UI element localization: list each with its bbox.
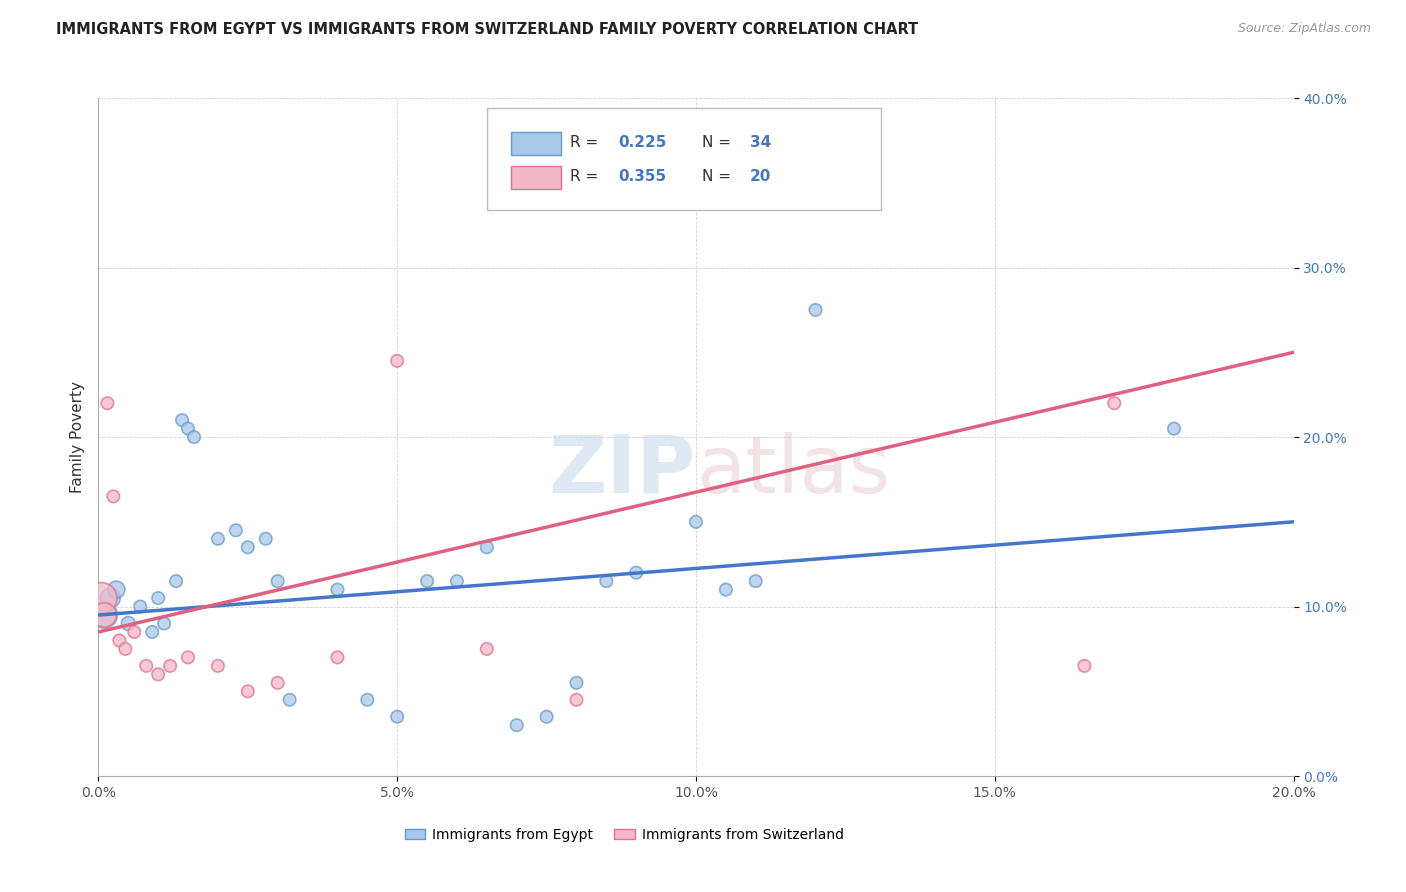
Point — [385, 353, 409, 368]
Point — [207, 532, 229, 546]
Text: N =: N = — [702, 169, 735, 184]
Point — [385, 710, 409, 724]
Point — [236, 684, 259, 698]
Text: 0.225: 0.225 — [619, 135, 666, 150]
Point — [1073, 658, 1095, 673]
Point — [536, 710, 558, 724]
Point — [135, 658, 157, 673]
Point — [565, 676, 588, 690]
Point — [714, 582, 737, 597]
Point — [254, 532, 277, 546]
Point — [565, 692, 588, 706]
Text: R =: R = — [571, 135, 603, 150]
Point — [446, 574, 468, 589]
Point — [595, 574, 617, 589]
Point — [114, 642, 136, 657]
Point — [117, 616, 139, 631]
Point — [108, 633, 131, 648]
Point — [141, 624, 163, 639]
Point — [90, 591, 112, 606]
Point — [1104, 396, 1126, 410]
Point — [1163, 422, 1185, 436]
Point — [124, 624, 146, 639]
Text: atlas: atlas — [696, 432, 890, 510]
Point — [105, 582, 128, 597]
Text: ZIP: ZIP — [548, 432, 696, 510]
Point — [177, 422, 200, 436]
Y-axis label: Family Poverty: Family Poverty — [69, 381, 84, 493]
Point — [236, 540, 259, 554]
Text: 20: 20 — [749, 169, 770, 184]
Point — [129, 599, 152, 614]
Point — [93, 608, 115, 623]
Text: 0.355: 0.355 — [619, 169, 666, 184]
Point — [267, 574, 290, 589]
FancyBboxPatch shape — [510, 166, 561, 189]
Point — [225, 523, 247, 537]
FancyBboxPatch shape — [510, 132, 561, 155]
Point — [685, 515, 707, 529]
Point — [804, 303, 827, 318]
Point — [475, 540, 498, 554]
Point — [626, 566, 648, 580]
Point — [475, 642, 498, 657]
Text: N =: N = — [702, 135, 735, 150]
Point — [267, 676, 290, 690]
FancyBboxPatch shape — [486, 108, 882, 210]
Point — [103, 489, 125, 503]
Point — [93, 608, 115, 623]
Text: IMMIGRANTS FROM EGYPT VS IMMIGRANTS FROM SWITZERLAND FAMILY POVERTY CORRELATION : IMMIGRANTS FROM EGYPT VS IMMIGRANTS FROM… — [56, 22, 918, 37]
Point — [159, 658, 181, 673]
Point — [326, 582, 349, 597]
Point — [165, 574, 187, 589]
Point — [98, 591, 122, 606]
Point — [416, 574, 439, 589]
Text: R =: R = — [571, 169, 603, 184]
Text: 34: 34 — [749, 135, 770, 150]
Point — [153, 616, 176, 631]
Point — [356, 692, 378, 706]
Point — [183, 430, 205, 444]
Point — [278, 692, 301, 706]
Point — [96, 396, 118, 410]
Point — [177, 650, 200, 665]
Point — [326, 650, 349, 665]
Text: Source: ZipAtlas.com: Source: ZipAtlas.com — [1237, 22, 1371, 36]
Point — [506, 718, 529, 732]
Point — [207, 658, 229, 673]
Point — [745, 574, 768, 589]
Point — [148, 591, 170, 606]
Point — [172, 413, 194, 427]
Legend: Immigrants from Egypt, Immigrants from Switzerland: Immigrants from Egypt, Immigrants from S… — [399, 822, 849, 847]
Point — [148, 667, 170, 681]
